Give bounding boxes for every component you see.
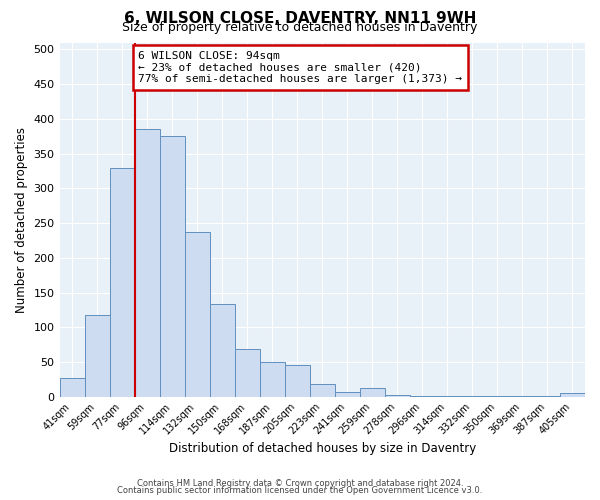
Bar — [285, 366, 310, 396]
Bar — [360, 388, 385, 396]
Bar — [560, 393, 585, 396]
Text: 6, WILSON CLOSE, DAVENTRY, NN11 9WH: 6, WILSON CLOSE, DAVENTRY, NN11 9WH — [124, 11, 476, 26]
Y-axis label: Number of detached properties: Number of detached properties — [15, 126, 28, 312]
Bar — [335, 392, 360, 396]
Bar — [85, 316, 110, 396]
Bar — [310, 384, 335, 396]
Bar — [209, 304, 235, 396]
Bar — [185, 232, 209, 396]
Bar — [59, 378, 85, 396]
Bar — [260, 362, 285, 396]
Bar — [160, 136, 185, 396]
Bar — [134, 130, 160, 396]
Text: Contains HM Land Registry data © Crown copyright and database right 2024.: Contains HM Land Registry data © Crown c… — [137, 478, 463, 488]
Bar — [110, 168, 134, 396]
Bar — [235, 350, 260, 397]
Text: Size of property relative to detached houses in Daventry: Size of property relative to detached ho… — [122, 22, 478, 35]
X-axis label: Distribution of detached houses by size in Daventry: Distribution of detached houses by size … — [169, 442, 476, 455]
Text: Contains public sector information licensed under the Open Government Licence v3: Contains public sector information licen… — [118, 486, 482, 495]
Text: 6 WILSON CLOSE: 94sqm
← 23% of detached houses are smaller (420)
77% of semi-det: 6 WILSON CLOSE: 94sqm ← 23% of detached … — [139, 51, 463, 84]
